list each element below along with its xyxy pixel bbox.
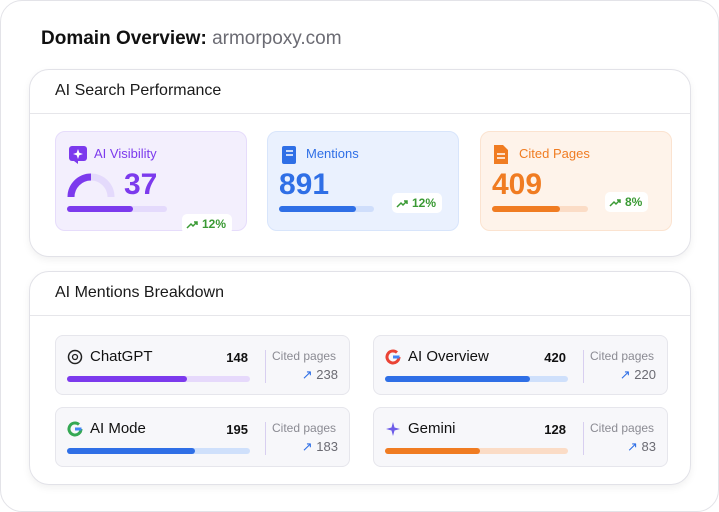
source-name: AI Mode <box>90 420 146 437</box>
metric-value: 891 <box>279 168 330 201</box>
metric-label: Cited Pages <box>519 146 590 161</box>
trend-icon <box>609 198 621 207</box>
progress-track <box>492 206 588 212</box>
progress-fill <box>67 448 195 454</box>
domain: armorpoxy.com <box>212 28 342 49</box>
source-icon <box>385 349 401 365</box>
change: 12% <box>202 217 227 231</box>
mention-count: 420 <box>544 350 566 365</box>
divider <box>30 113 690 114</box>
change: 12% <box>412 196 437 210</box>
arrow-icon: ↗ <box>619 367 631 382</box>
arrow-icon: ↗ <box>301 439 313 454</box>
cited-value: 183 <box>316 439 338 454</box>
mention-count: 128 <box>544 422 566 437</box>
progress-track <box>385 376 568 382</box>
card-title: AI Search Performance <box>55 82 222 99</box>
progress-track <box>385 448 568 454</box>
mention-count: 148 <box>226 350 248 365</box>
metric-label: Mentions <box>306 146 359 161</box>
progress-fill <box>492 206 560 212</box>
cited-label: Cited pages <box>590 349 655 363</box>
cited-value: 83 <box>641 439 656 454</box>
trend-icon <box>186 220 198 229</box>
sparkle-icon <box>69 146 87 164</box>
cited-label: Cited pages <box>272 421 337 435</box>
metric-value: 409 <box>492 168 543 201</box>
metric-card: AI Visibility 37 12% <box>55 131 247 234</box>
performance-card: AI Search Performance AI Visibility 37 1… <box>29 69 691 257</box>
progress-fill <box>385 448 480 454</box>
arrow-icon: ↗ <box>301 367 313 382</box>
breakdown-card: AI Mentions Breakdown ChatGPT 148 Cited pa… <box>29 271 691 485</box>
divider <box>30 315 690 316</box>
arrow-icon: ↗ <box>627 439 638 454</box>
source-name: Gemini <box>408 420 456 437</box>
change-badge: 12% <box>182 214 233 234</box>
mention-count: 195 <box>226 422 248 437</box>
cited-count: ↗ 83 <box>590 439 656 455</box>
separator <box>265 422 266 455</box>
separator <box>265 350 266 383</box>
trend-icon <box>396 199 408 208</box>
progress-track <box>67 376 250 382</box>
source-row: Gemini 128 Cited pages ↗ 83 <box>373 407 668 467</box>
cited-count: ↗ 238 <box>272 367 338 383</box>
gauge <box>67 173 115 198</box>
source-icon <box>386 422 400 436</box>
source-name: AI Overview <box>408 348 489 365</box>
separator <box>583 422 584 455</box>
title: Domain Overview: <box>41 28 207 49</box>
source-icon <box>67 349 83 365</box>
change: 8% <box>625 195 643 209</box>
progress-track <box>279 206 374 212</box>
progress-fill <box>67 206 133 212</box>
source-row: ChatGPT 148 Cited pages ↗ 238 <box>55 335 350 395</box>
source-row: AI Mode 195 Cited pages ↗ 183 <box>55 407 350 467</box>
change-badge: 8% <box>605 192 649 212</box>
separator <box>583 350 584 383</box>
progress-fill <box>279 206 356 212</box>
progress-track <box>67 448 250 454</box>
source-row: AI Overview 420 Cited pages ↗ 220 <box>373 335 668 395</box>
page-title: Domain Overview: armorpoxy.com <box>41 28 342 50</box>
source-icon <box>67 421 83 437</box>
cited-count: ↗ 220 <box>590 367 656 383</box>
progress-track <box>67 206 167 212</box>
cited-value: 238 <box>316 367 338 382</box>
cited-label: Cited pages <box>590 421 655 435</box>
change-badge: 12% <box>392 193 443 213</box>
book-icon <box>282 146 296 164</box>
card-title: AI Mentions Breakdown <box>55 284 224 301</box>
metric-card: Cited Pages 409 8% <box>480 131 672 231</box>
progress-fill <box>67 376 187 382</box>
document-icon <box>494 145 508 164</box>
cited-count: ↗ 183 <box>272 439 338 455</box>
cited-value: 220 <box>634 367 656 382</box>
metric-label: AI Visibility <box>94 146 157 161</box>
metric-card: Mentions 891 12% <box>267 131 459 231</box>
metric-value: 37 <box>124 168 158 201</box>
source-name: ChatGPT <box>90 348 153 365</box>
cited-label: Cited pages <box>272 349 337 363</box>
progress-fill <box>385 376 530 382</box>
